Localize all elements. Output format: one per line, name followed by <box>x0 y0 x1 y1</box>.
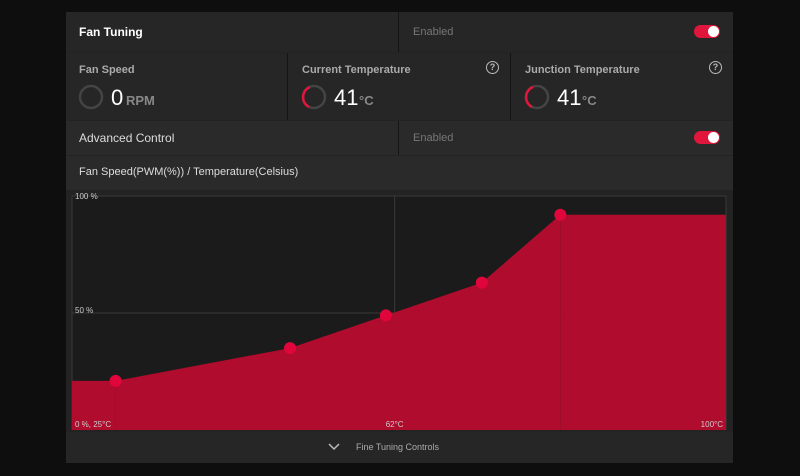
advanced-title: Advanced Control <box>79 131 175 145</box>
curve-point[interactable] <box>554 208 567 221</box>
help-icon: ? <box>486 61 499 74</box>
x-tick-label: 62°C <box>386 420 404 429</box>
curve-point[interactable] <box>379 309 392 322</box>
stat-unit: °C <box>582 93 597 108</box>
gauge-track <box>78 84 104 110</box>
y-tick-label: 100 % <box>75 192 98 201</box>
stat-label: Current Temperature <box>302 64 411 76</box>
advanced-row: Advanced Control Enabled <box>66 121 733 155</box>
stat-unit: °C <box>359 93 374 108</box>
stat-value: 0 <box>111 85 124 110</box>
curve-extension <box>560 214 726 430</box>
curve-point[interactable] <box>475 276 488 289</box>
curve-extension <box>72 380 116 430</box>
stat-value: 41 <box>334 85 359 110</box>
fan-tuning-toggle[interactable] <box>694 25 720 38</box>
header-row: Fan Tuning Enabled <box>66 12 733 52</box>
gauge-icon <box>524 84 550 110</box>
x-tick-label: 0 %, 25°C <box>75 420 111 429</box>
curve-point[interactable] <box>109 374 122 387</box>
stat-label: Junction Temperature <box>525 64 640 76</box>
advanced-title-cell: Advanced Control <box>66 121 399 155</box>
x-tick-label: 100°C <box>701 420 724 429</box>
curve-point[interactable] <box>284 342 296 355</box>
gauge-icon <box>301 84 327 110</box>
chart-title: Fan Speed(PWM(%)) / Temperature(Celsius) <box>79 166 299 178</box>
stat-label: Fan Speed <box>79 64 135 76</box>
stats-row: Fan Speed 0 RPM Current Temperature 41 °C? Jun… <box>66 53 733 120</box>
status-text: Enabled <box>413 26 454 38</box>
stat-value: 41 <box>557 85 582 110</box>
gauge-arc <box>524 85 534 109</box>
gauge-icon <box>78 84 104 110</box>
chart-title-row: Fan Speed(PWM(%)) / Temperature(Celsius) <box>66 156 733 190</box>
fan-curve-chart: 100 % 50 % 0 %, 25°C 62°C 100°C <box>71 192 727 430</box>
fine-tuning-label: Fine Tuning Controls <box>356 442 440 452</box>
chevron-icon <box>328 443 340 451</box>
fan-curve-area <box>115 214 561 430</box>
stat-cell: Fan Speed 0 RPM <box>66 53 288 120</box>
stat-cell: Junction Temperature 41 °C? <box>512 53 735 120</box>
y-tick-label: 50 % <box>75 306 93 315</box>
gauge-arc <box>301 85 311 109</box>
stat-unit: RPM <box>126 93 155 108</box>
stat-cell: Current Temperature 41 °C? <box>289 53 511 120</box>
header-title-cell: Fan Tuning <box>66 12 399 52</box>
advanced-control-toggle[interactable] <box>694 131 720 144</box>
status-text: Enabled <box>413 132 454 144</box>
fan-tuning-panel: Fan Tuning Enabled Fan Speed 0 RPM Current … <box>66 12 733 463</box>
header-title: Fan Tuning <box>79 25 143 39</box>
help-icon: ? <box>709 61 722 74</box>
fine-tuning-button[interactable]: Fine Tuning Controls <box>66 432 733 463</box>
